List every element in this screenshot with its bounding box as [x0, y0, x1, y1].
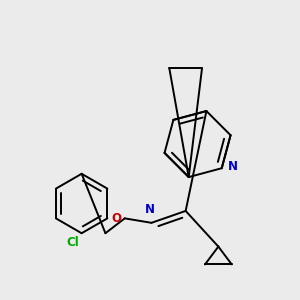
- Text: N: N: [228, 160, 238, 173]
- Text: N: N: [145, 203, 155, 216]
- Text: O: O: [111, 212, 121, 225]
- Text: Cl: Cl: [67, 236, 79, 249]
